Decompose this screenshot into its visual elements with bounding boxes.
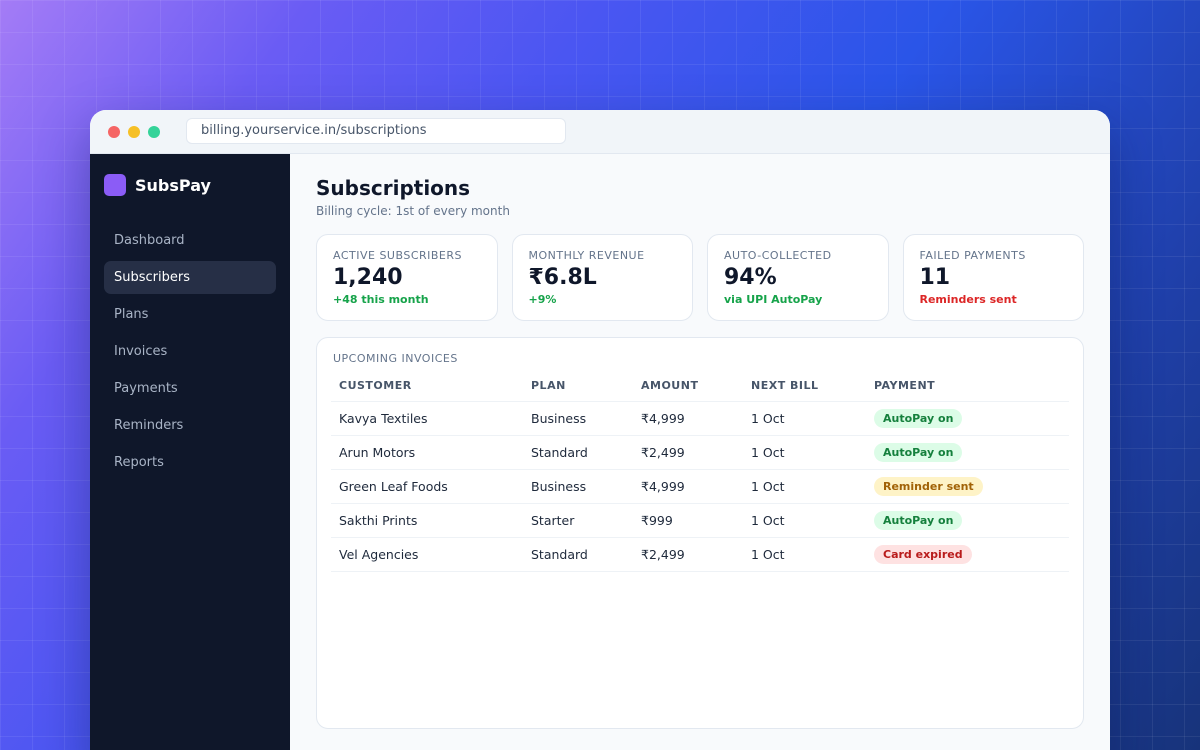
sidebar-item-reminders[interactable]: Reminders (114, 418, 184, 433)
sidebar: SubsPay Dashboard Subscribers Plans Invo… (90, 154, 290, 750)
browser-window: billing.yourservice.in/subscriptions Sub… (90, 110, 1110, 750)
sidebar-item-plans[interactable]: Plans (114, 307, 149, 322)
stat-label: FAILED PAYMENTS (919, 249, 1026, 262)
amount-cell: ₹4,999 (633, 469, 743, 504)
stat-note: via UPI AutoPay (724, 293, 823, 306)
stat-label: AUTO-COLLECTED (724, 249, 832, 262)
payment-cell: AutoPay on (866, 503, 1069, 538)
stat-card-monthly-revenue: MONTHLY REVENUE ₹6.8L +9% (511, 234, 693, 321)
brand-name: SubsPay (135, 175, 211, 195)
customer-cell: Vel Agencies (331, 537, 523, 572)
stat-note: +9% (528, 293, 557, 306)
payment-cell: Card expired (866, 537, 1069, 572)
table-row[interactable]: Green Leaf Foods Business ₹4,999 1 Oct R… (331, 469, 1069, 504)
amount-cell: ₹2,499 (633, 537, 743, 572)
next-bill-cell: 1 Oct (743, 435, 866, 470)
customer-cell: Arun Motors (331, 435, 523, 470)
browser-chrome: billing.yourservice.in/subscriptions (90, 110, 1110, 154)
plan-cell: Business (523, 469, 633, 504)
invoices-table: CUSTOMER PLAN AMOUNT NEXT BILL PAYMENT K… (331, 379, 1069, 572)
brand-logo-icon (104, 174, 126, 196)
status-badge: AutoPay on (874, 443, 963, 462)
stat-card-active-subscribers: ACTIVE SUBSCRIBERS 1,240 +48 this month (316, 234, 498, 321)
main-content: Subscriptions Billing cycle: 1st of ever… (290, 154, 1110, 750)
plan-cell: Starter (523, 503, 633, 538)
sidebar-item-payments[interactable]: Payments (114, 381, 178, 396)
maximize-window-dot[interactable] (148, 125, 160, 138)
stat-value: 1,240 (333, 265, 403, 290)
status-badge: Card expired (874, 545, 972, 564)
plan-cell: Standard (523, 435, 633, 470)
table-row[interactable]: Kavya Textiles Business ₹4,999 1 Oct Aut… (331, 401, 1069, 436)
stat-label: MONTHLY REVENUE (528, 249, 645, 262)
stat-label: ACTIVE SUBSCRIBERS (333, 249, 463, 262)
payment-cell: AutoPay on (866, 401, 1069, 436)
next-bill-cell: 1 Oct (743, 503, 866, 538)
sidebar-item-invoices[interactable]: Invoices (114, 344, 168, 359)
customer-cell: Sakthi Prints (331, 503, 523, 538)
stat-card-failed-payments: FAILED PAYMENTS 11 Reminders sent (902, 234, 1084, 321)
stat-note: +48 this month (333, 293, 429, 306)
next-bill-cell: 1 Oct (743, 537, 866, 572)
brand[interactable]: SubsPay (104, 174, 276, 196)
next-bill-cell: 1 Oct (743, 401, 866, 436)
payment-cell: Reminder sent (866, 469, 1069, 504)
next-bill-cell: 1 Oct (743, 469, 866, 504)
stats-row: ACTIVE SUBSCRIBERS 1,240 +48 this month … (316, 234, 1084, 321)
stat-note: Reminders sent (919, 293, 1017, 306)
table-row[interactable]: Vel Agencies Standard ₹2,499 1 Oct Card … (331, 537, 1069, 572)
payment-cell: AutoPay on (866, 435, 1069, 470)
status-badge: AutoPay on (874, 409, 963, 428)
status-badge: AutoPay on (874, 511, 963, 530)
amount-cell: ₹999 (633, 503, 743, 538)
plan-cell: Standard (523, 537, 633, 572)
stat-value: ₹6.8L (528, 265, 597, 290)
column-header-next-bill[interactable]: NEXT BILL (743, 379, 866, 402)
status-badge: Reminder sent (874, 477, 983, 496)
table-header-row: CUSTOMER PLAN AMOUNT NEXT BILL PAYMENT (331, 379, 1069, 402)
panel-title: UPCOMING INVOICES (333, 352, 458, 365)
address-bar[interactable]: billing.yourservice.in/subscriptions (186, 118, 566, 144)
page-title: Subscriptions (316, 176, 471, 200)
amount-cell: ₹4,999 (633, 401, 743, 436)
column-header-amount[interactable]: AMOUNT (633, 379, 743, 402)
page-subtitle: Billing cycle: 1st of every month (316, 204, 510, 218)
upcoming-invoices-panel: UPCOMING INVOICES CUSTOMER PLAN AMOUNT N… (316, 337, 1084, 729)
close-window-dot[interactable] (108, 125, 120, 138)
minimize-window-dot[interactable] (128, 125, 140, 138)
table-row[interactable]: Arun Motors Standard ₹2,499 1 Oct AutoPa… (331, 435, 1069, 470)
customer-cell: Kavya Textiles (331, 401, 523, 436)
amount-cell: ₹2,499 (633, 435, 743, 470)
stat-card-auto-collected: AUTO-COLLECTED 94% via UPI AutoPay (707, 234, 889, 321)
sidebar-item-reports[interactable]: Reports (114, 455, 164, 470)
plan-cell: Business (523, 401, 633, 436)
stat-value: 11 (919, 265, 951, 290)
sidebar-nav: Dashboard Subscribers Plans Invoices Pay… (104, 224, 276, 479)
column-header-customer[interactable]: CUSTOMER (331, 379, 523, 402)
sidebar-item-subscribers[interactable]: Subscribers (104, 261, 276, 294)
customer-cell: Green Leaf Foods (331, 469, 523, 504)
column-header-payment[interactable]: PAYMENT (866, 379, 1069, 402)
stat-value: 94% (724, 265, 777, 290)
table-row[interactable]: Sakthi Prints Starter ₹999 1 Oct AutoPay… (331, 503, 1069, 538)
column-header-plan[interactable]: PLAN (523, 379, 633, 402)
sidebar-item-dashboard[interactable]: Dashboard (114, 233, 185, 248)
